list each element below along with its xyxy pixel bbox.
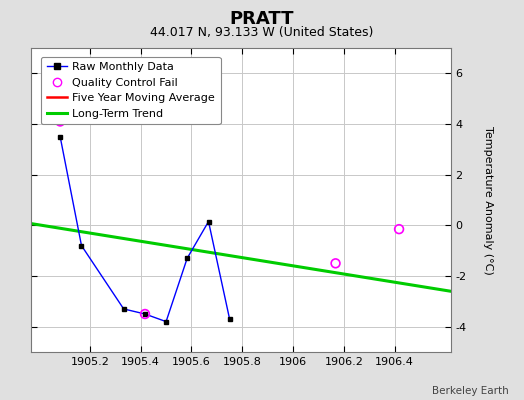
Point [331, 260, 340, 266]
Y-axis label: Temperature Anomaly (°C): Temperature Anomaly (°C) [483, 126, 493, 274]
Text: 44.017 N, 93.133 W (United States): 44.017 N, 93.133 W (United States) [150, 26, 374, 39]
Legend: Raw Monthly Data, Quality Control Fail, Five Year Moving Average, Long-Term Tren: Raw Monthly Data, Quality Control Fail, … [41, 56, 221, 124]
Point [56, 118, 64, 125]
Text: PRATT: PRATT [230, 10, 294, 28]
Point [141, 311, 149, 317]
Point [395, 226, 403, 232]
Text: Berkeley Earth: Berkeley Earth [432, 386, 508, 396]
